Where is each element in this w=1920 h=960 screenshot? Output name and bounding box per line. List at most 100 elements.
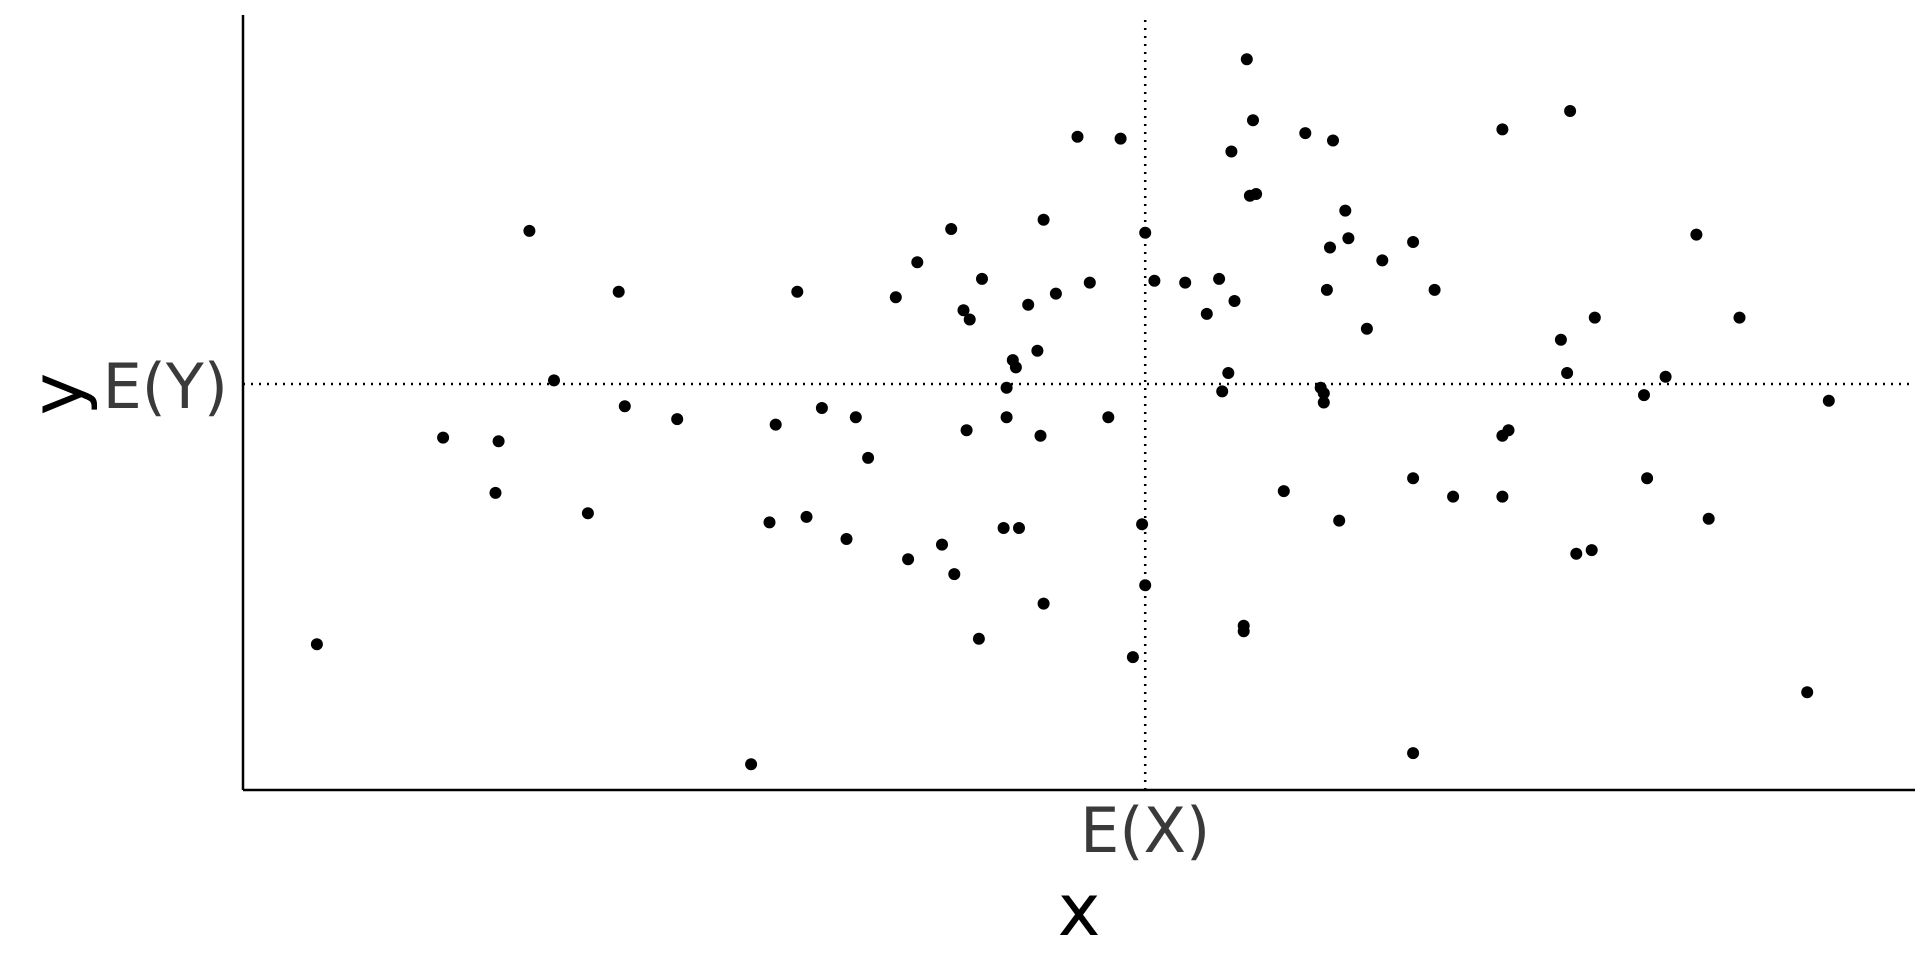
data-point-6	[548, 374, 560, 387]
data-point-27	[960, 424, 973, 437]
data-point-72	[1327, 134, 1339, 147]
data-point-60	[1237, 619, 1250, 632]
data-point-82	[1447, 490, 1460, 503]
data-points	[310, 53, 1835, 771]
data-point-30	[976, 272, 988, 285]
data-point-28	[963, 313, 976, 326]
data-point-38	[1031, 344, 1044, 357]
data-point-35	[1009, 361, 1022, 374]
data-point-47	[1126, 651, 1139, 664]
data-point-83	[1496, 490, 1509, 503]
data-point-96	[1690, 228, 1703, 241]
data-point-93	[1638, 389, 1650, 402]
data-point-91	[1585, 544, 1598, 557]
data-point-66	[1299, 127, 1312, 140]
data-point-49	[1139, 579, 1152, 592]
data-point-42	[1049, 287, 1062, 300]
data-point-1	[310, 638, 323, 651]
data-point-97	[1702, 512, 1715, 525]
data-point-3	[489, 486, 502, 499]
data-point-10	[671, 413, 684, 426]
data-point-89	[1564, 105, 1577, 117]
data-point-76	[1360, 322, 1373, 335]
data-point-12	[763, 516, 776, 529]
y-axis-title: y	[15, 373, 99, 416]
data-point-57	[1225, 145, 1238, 158]
data-point-52	[1179, 276, 1192, 289]
data-point-9	[618, 400, 631, 413]
data-point-51	[1148, 274, 1161, 287]
data-point-64	[1250, 188, 1263, 200]
data-point-80	[1407, 236, 1420, 248]
data-point-86	[1496, 123, 1509, 136]
data-point-43	[1071, 130, 1084, 143]
data-point-15	[800, 510, 813, 523]
data-point-7	[581, 507, 594, 520]
data-point-40	[1037, 213, 1050, 226]
data-point-33	[1000, 411, 1013, 424]
data-point-22	[911, 256, 924, 269]
data-point-53	[1200, 307, 1213, 320]
data-point-36	[1013, 522, 1025, 534]
data-point-77	[1376, 254, 1389, 267]
data-point-99	[1801, 686, 1814, 699]
data-point-74	[1339, 204, 1352, 217]
data-point-37	[1022, 298, 1035, 311]
data-point-41	[1037, 597, 1050, 610]
data-point-2	[437, 431, 450, 444]
data-point-23	[936, 538, 948, 551]
data-point-100	[1822, 394, 1835, 407]
data-point-11	[745, 758, 758, 771]
data-point-98	[1733, 311, 1746, 324]
axes	[241, 15, 1915, 792]
data-point-68	[1317, 387, 1330, 400]
data-point-78	[1407, 747, 1420, 760]
data-point-87	[1554, 333, 1567, 346]
data-point-44	[1083, 276, 1096, 289]
data-point-13	[769, 418, 782, 431]
data-point-39	[1034, 429, 1047, 442]
data-point-4	[492, 435, 505, 448]
data-point-95	[1659, 370, 1672, 383]
data-point-61	[1240, 53, 1253, 66]
data-point-71	[1324, 241, 1336, 254]
x-axis-title: x	[1058, 868, 1101, 952]
data-point-69	[1317, 396, 1330, 409]
data-point-17	[840, 533, 853, 545]
reference-lines	[243, 20, 1915, 790]
data-point-14	[791, 285, 804, 298]
data-point-65	[1277, 485, 1290, 498]
data-point-24	[945, 223, 958, 235]
data-point-73	[1333, 514, 1346, 527]
data-point-20	[889, 291, 902, 304]
data-point-29	[972, 632, 985, 645]
data-point-55	[1216, 385, 1229, 398]
data-point-5	[523, 224, 536, 237]
data-point-81	[1428, 283, 1441, 296]
data-point-45	[1102, 411, 1115, 424]
data-point-48	[1136, 518, 1149, 531]
data-point-54	[1213, 272, 1226, 285]
data-point-31	[997, 522, 1010, 534]
data-point-92	[1588, 311, 1601, 324]
y-tick-label-ey: E(Y)	[103, 350, 228, 423]
data-point-90	[1570, 547, 1583, 560]
data-point-8	[612, 285, 625, 298]
data-point-85	[1502, 424, 1515, 437]
x-tick-label-ex: E(X)	[1080, 794, 1210, 867]
data-point-32	[1000, 381, 1013, 394]
data-point-70	[1320, 283, 1333, 296]
data-point-75	[1342, 232, 1355, 245]
data-point-18	[849, 411, 862, 424]
data-point-63	[1247, 114, 1259, 127]
data-point-26	[957, 304, 970, 317]
data-point-56	[1222, 367, 1235, 379]
data-point-16	[815, 402, 828, 414]
data-point-19	[862, 451, 875, 464]
data-point-25	[948, 568, 961, 581]
data-point-21	[902, 553, 915, 566]
data-point-46	[1114, 132, 1127, 145]
data-point-79	[1407, 472, 1420, 485]
data-point-58	[1228, 295, 1241, 307]
